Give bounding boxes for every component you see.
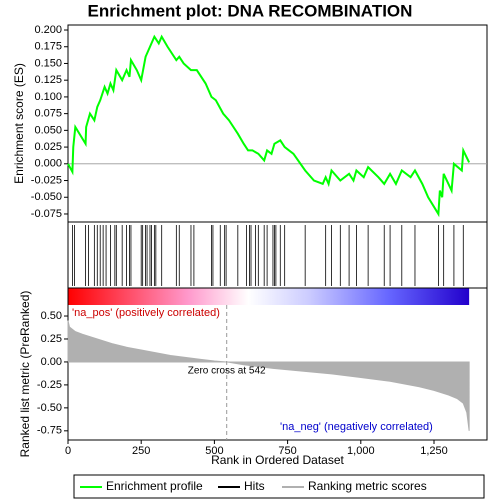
- y-tick-label: 0.025: [34, 141, 62, 153]
- legend-label: Enrichment profile: [106, 479, 203, 493]
- y-tick-label: -0.25: [37, 379, 62, 391]
- y-tick-label: -0.075: [31, 208, 62, 220]
- x-tick-label: 500: [205, 445, 223, 457]
- y-tick-label: 0.200: [34, 24, 62, 36]
- plot-frame: [67, 287, 488, 441]
- y-axis-label: Enrichment score (ES): [12, 63, 26, 184]
- zero-cross-label: Zero cross at 542: [188, 366, 266, 377]
- y-tick-label: 0.100: [34, 91, 62, 103]
- y-tick-label: 0.175: [34, 41, 62, 53]
- y-tick-label: -0.050: [31, 191, 62, 203]
- es-line: [67, 34, 471, 218]
- y-tick-label: 0.50: [41, 310, 62, 322]
- y-tick-label: 0.000: [34, 158, 62, 170]
- x-tick-label: 250: [132, 445, 150, 457]
- chart-title: Enrichment plot: DNA RECOMBINATION: [88, 1, 413, 20]
- legend-box: [73, 474, 485, 499]
- x-tick-label: 1,250: [420, 445, 448, 457]
- y-tick-label: 0.150: [34, 57, 62, 69]
- y-tick-label: -0.75: [37, 425, 62, 437]
- x-tick-label: 750: [278, 445, 296, 457]
- y-tick-label: -0.025: [31, 174, 62, 186]
- x-tick-label: 0: [65, 445, 71, 457]
- y-tick-label: -0.50: [37, 402, 62, 414]
- y-tick-label: 0.125: [34, 74, 62, 86]
- neg-label: 'na_neg' (negatively correlated): [280, 421, 433, 433]
- legend-label: Ranking metric scores: [308, 479, 427, 493]
- y-tick-label: 0.25: [41, 333, 62, 345]
- x-tick-label: 1,000: [347, 445, 375, 457]
- y-axis-label: Ranked list metric (PreRanked): [18, 291, 32, 458]
- y-tick-label: 0.075: [34, 108, 62, 120]
- y-tick-label: 0.050: [34, 124, 62, 136]
- y-tick-label: 0.00: [41, 356, 62, 368]
- legend-label: Hits: [244, 479, 265, 493]
- metric-area: [67, 320, 470, 431]
- color-bar: [68, 288, 470, 305]
- pos-label: 'na_pos' (positively correlated): [72, 307, 220, 319]
- x-axis-label: Rank in Ordered Dataset: [211, 453, 344, 467]
